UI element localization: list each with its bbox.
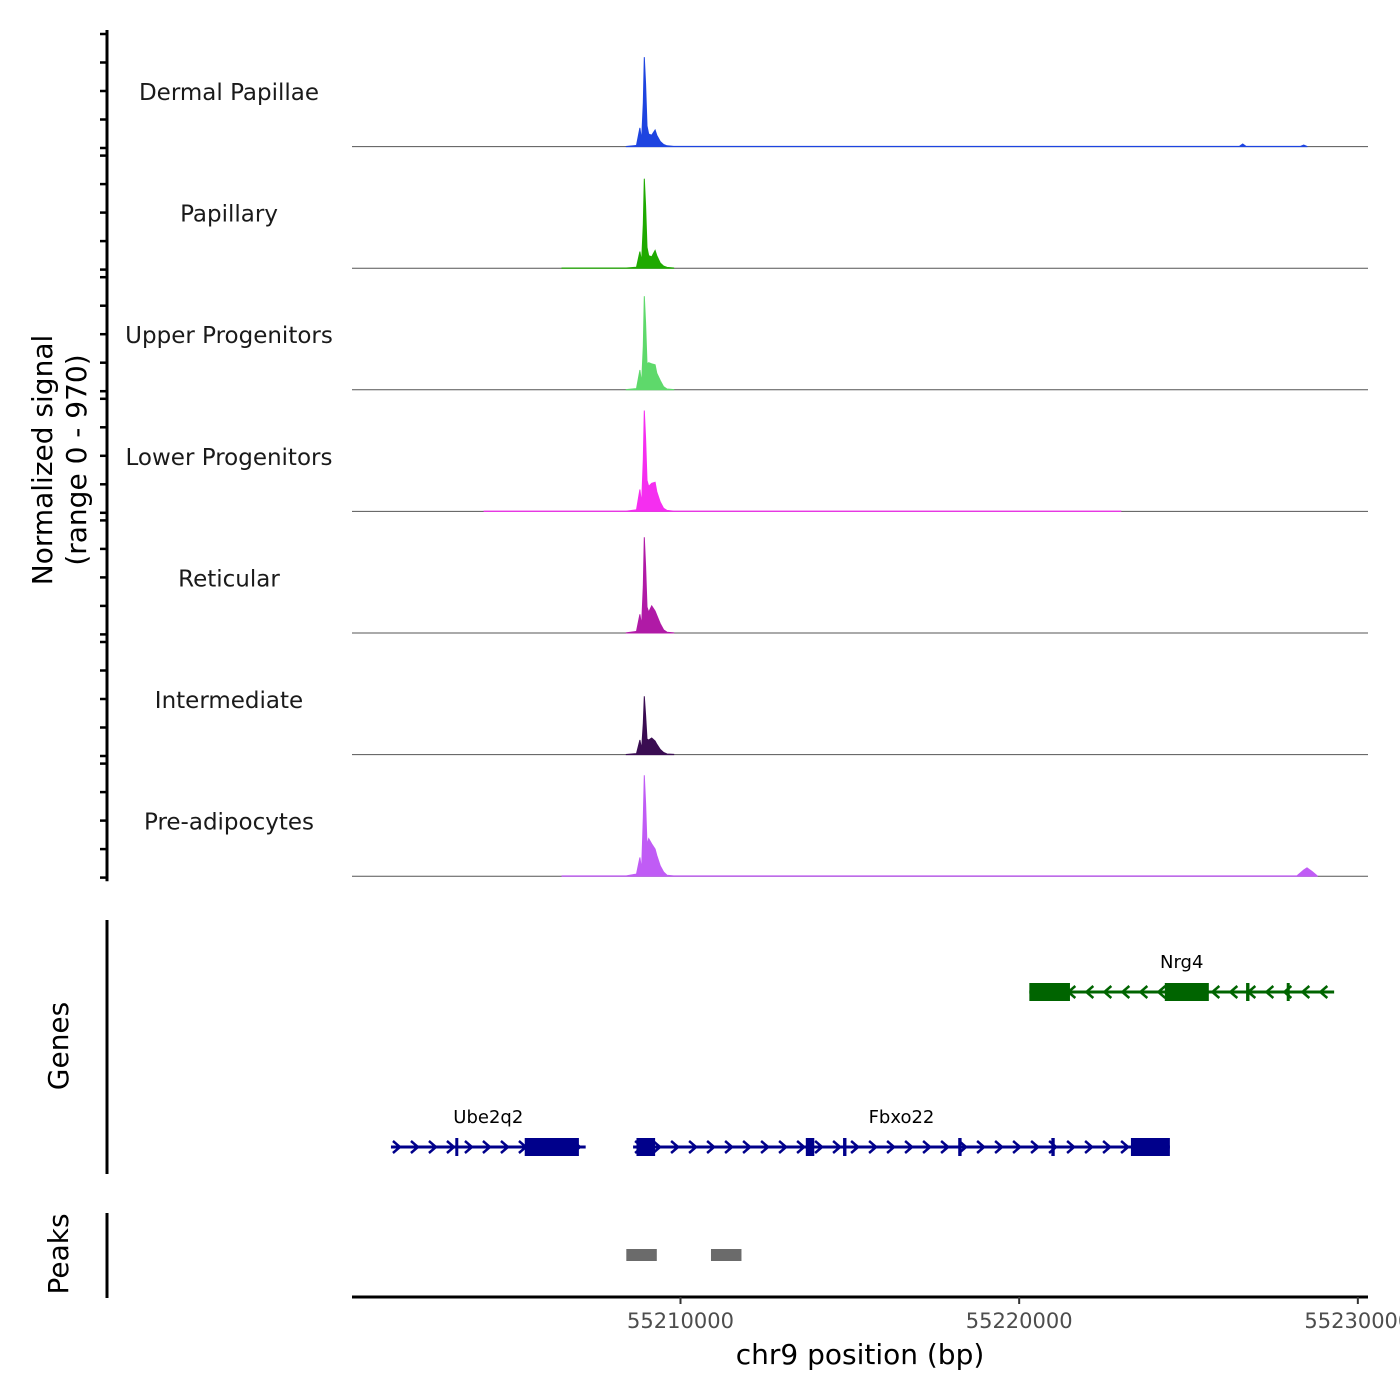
- strand-chevron: [410, 1140, 420, 1154]
- gene-fbxo22: Fbxo22: [633, 1107, 1170, 1156]
- signal-area: [483, 410, 1122, 512]
- gene-ube2q2: Ube2q2: [390, 1107, 586, 1156]
- gene-exon: [524, 1138, 579, 1156]
- strand-chevron: [778, 1140, 789, 1154]
- track-reticular: Reticular: [100, 519, 1368, 636]
- gene-label: Fbxo22: [869, 1107, 935, 1128]
- gene-exon: [455, 1138, 459, 1156]
- gene-nrg4: Nrg4: [1029, 952, 1335, 1001]
- strand-chevron: [940, 1140, 951, 1154]
- strand-chevron: [760, 1140, 771, 1154]
- strand-chevron: [1120, 1140, 1131, 1154]
- genes-panel: Genes Nrg4 Ube2q2 Fbxo22: [42, 920, 1335, 1174]
- strand-chevron: [1138, 985, 1149, 999]
- strand-chevron: [850, 1140, 861, 1154]
- strand-chevron: [482, 1140, 492, 1154]
- y-axis-title-line-1: Normalized signal: [26, 335, 59, 586]
- strand-chevron: [868, 1140, 879, 1154]
- strand-chevron: [1264, 985, 1275, 999]
- strand-chevron: [446, 1140, 456, 1154]
- track-label: Dermal Papillae: [139, 80, 319, 106]
- signal-area: [561, 775, 1318, 877]
- x-tick-label: 55210000: [627, 1309, 734, 1333]
- strand-chevron: [796, 1140, 807, 1154]
- y-axis-title-line-2: (range 0 - 970): [60, 354, 93, 565]
- peak-region: [626, 1249, 657, 1261]
- track-lower-progenitors: Lower Progenitors: [100, 397, 1368, 515]
- peaks-panel: Peaks: [42, 1213, 742, 1298]
- strand-chevron: [886, 1140, 897, 1154]
- strand-chevron: [814, 1140, 825, 1154]
- strand-chevron: [1120, 985, 1131, 999]
- signal-area: [561, 178, 675, 269]
- strand-chevron: [1156, 985, 1167, 999]
- strand-chevron: [1030, 1140, 1041, 1154]
- strand-chevron: [1012, 1140, 1023, 1154]
- gene-exon: [1051, 1138, 1055, 1156]
- strand-chevron: [706, 1140, 717, 1154]
- track-label: Intermediate: [155, 688, 303, 714]
- track-label: Upper Progenitors: [125, 323, 333, 349]
- gene-exon: [843, 1138, 847, 1156]
- strand-chevron: [1318, 985, 1329, 999]
- gene-label: Nrg4: [1160, 952, 1203, 973]
- track-upper-progenitors: Upper Progenitors: [100, 275, 1368, 393]
- track-pre-adipocytes: Pre-adipocytes: [100, 762, 1368, 879]
- track-intermediate: Intermediate: [100, 640, 1368, 758]
- gene-exon: [1286, 983, 1290, 1001]
- coverage-tracks: Dermal Papillae Papillary Upper Progenitor…: [100, 30, 1368, 882]
- signal-area: [625, 57, 1308, 148]
- gene-exon: [958, 1138, 962, 1156]
- strand-chevron: [904, 1140, 915, 1154]
- strand-chevron: [832, 1140, 843, 1154]
- peaks-panel-title: Peaks: [42, 1213, 75, 1294]
- track-dermal-papillae: Dermal Papillae: [100, 32, 1368, 150]
- gene-label: Ube2q2: [453, 1107, 523, 1128]
- strand-chevron: [500, 1140, 510, 1154]
- strand-chevron: [742, 1140, 753, 1154]
- strand-chevron: [724, 1140, 735, 1154]
- strand-chevron: [1084, 1140, 1095, 1154]
- strand-chevron: [994, 1140, 1005, 1154]
- gene-exon: [636, 1138, 656, 1156]
- track-papillary: Papillary: [100, 154, 1368, 271]
- strand-chevron: [428, 1140, 438, 1154]
- strand-chevron: [1102, 1140, 1113, 1154]
- signal-area: [625, 696, 675, 756]
- track-label: Lower Progenitors: [126, 445, 333, 471]
- strand-chevron: [976, 1140, 987, 1154]
- track-label: Papillary: [180, 202, 278, 228]
- signal-area: [625, 296, 675, 391]
- strand-chevron: [688, 1140, 699, 1154]
- track-label: Pre-adipocytes: [144, 810, 314, 836]
- strand-chevron: [652, 1140, 663, 1154]
- x-tick-label: 55230000: [1304, 1309, 1400, 1333]
- strand-chevron: [1228, 985, 1239, 999]
- strand-chevron: [1300, 985, 1311, 999]
- track-label: Reticular: [178, 566, 280, 592]
- x-axis-title: chr9 position (bp): [736, 1338, 985, 1371]
- strand-chevron: [1066, 1140, 1077, 1154]
- gene-exon: [1246, 983, 1250, 1001]
- gene-exon: [1029, 983, 1070, 1001]
- x-axis: 55210000 55220000 55230000: [352, 1295, 1400, 1333]
- strand-chevron: [1084, 985, 1095, 999]
- x-tick-label: 55220000: [966, 1309, 1073, 1333]
- genes-panel-title: Genes: [42, 1002, 75, 1090]
- strand-chevron: [1210, 985, 1221, 999]
- strand-chevron: [922, 1140, 933, 1154]
- strand-chevron: [670, 1140, 681, 1154]
- strand-chevron: [1102, 985, 1113, 999]
- gene-exon: [1164, 983, 1209, 1001]
- strand-chevron: [464, 1140, 474, 1154]
- strand-chevron: [392, 1140, 402, 1154]
- gene-exon: [1130, 1138, 1170, 1156]
- y-axis-title: Normalized signal (range 0 - 970): [26, 335, 93, 586]
- signal-area: [625, 537, 675, 634]
- gene-exon: [805, 1138, 815, 1156]
- peak-region: [710, 1249, 742, 1261]
